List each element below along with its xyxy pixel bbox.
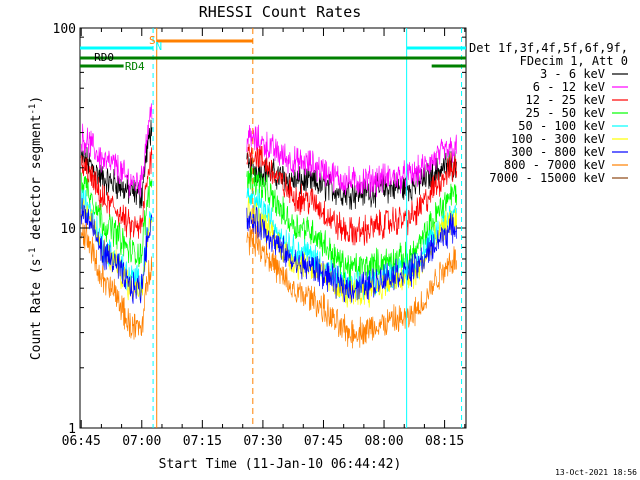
legend-title-line-1: Det 1f,3f,4f,5f,6f,9f, (469, 41, 628, 55)
legend-label-6-12-kev: 6 - 12 keV (533, 80, 605, 94)
x-tick-label: 07:00 (122, 434, 161, 449)
x-tick-label: 06:45 (62, 434, 101, 449)
legend-label-300-800-kev: 300 - 800 keV (511, 145, 605, 159)
x-tick-label: 07:45 (304, 434, 343, 449)
series-line-6-12-kev (80, 103, 153, 199)
y-axis-label: Count Rate (s-1 detector segment-1) (28, 96, 44, 360)
y-tick-label: 1 (68, 422, 76, 437)
y-axis-label-sup2: -1 (28, 104, 38, 115)
series-line-6-12-kev (246, 124, 458, 198)
y-tick-label: 10 (60, 222, 76, 237)
series-line-800-7000-kev (246, 225, 458, 349)
series-line-25-50-kev (246, 166, 458, 284)
saa-label: S (149, 34, 156, 47)
legend-label-50-100-kev: 50 - 100 keV (518, 119, 605, 133)
legend-label-25-50-kev: 25 - 50 keV (526, 106, 605, 120)
series-line-25-50-kev (80, 172, 153, 268)
y-axis-label-end: ) (29, 96, 44, 104)
spike-label: N (156, 40, 163, 53)
x-tick-label: 08:00 (364, 434, 403, 449)
series-line-3-6-kev (80, 119, 153, 209)
y-axis-label-sup1: -1 (28, 248, 38, 259)
legend-label-7000-15000-kev: 7000 - 15000 keV (489, 171, 605, 185)
rd0-label: RD0 (94, 51, 114, 64)
y-tick-label: 100 (53, 22, 76, 37)
series-line-12-25-kev (246, 143, 458, 246)
rd4-label: RD4 (125, 60, 145, 73)
legend-title-line-2: FDecim 1, Att 0 (520, 54, 628, 68)
series-line-800-7000-kev (80, 222, 153, 340)
legend-label-100-300-kev: 100 - 300 keV (511, 132, 605, 146)
x-tick-label: 07:15 (183, 434, 222, 449)
x-axis-label: Start Time (11-Jan-10 06:44:42) (159, 457, 402, 472)
legend-label-12-25-kev: 12 - 25 keV (526, 93, 605, 107)
series-line-300-800-kev (80, 197, 153, 304)
chart-title: RHESSI Count Rates (199, 3, 362, 21)
legend-label-3-6-kev: 3 - 6 keV (540, 67, 605, 81)
x-tick-label: 08:15 (425, 434, 464, 449)
series-line-12-25-kev (80, 147, 153, 240)
legend-label-800-7000-kev: 800 - 7000 keV (504, 158, 605, 172)
x-tick-label: 07:30 (243, 434, 282, 449)
timestamp: 13-Oct-2021 18:56 (555, 468, 637, 477)
y-axis-label-main: Count Rate (s (29, 258, 44, 360)
series-line-300-800-kev (246, 205, 458, 303)
y-axis-label-mid: detector segment (29, 115, 44, 248)
